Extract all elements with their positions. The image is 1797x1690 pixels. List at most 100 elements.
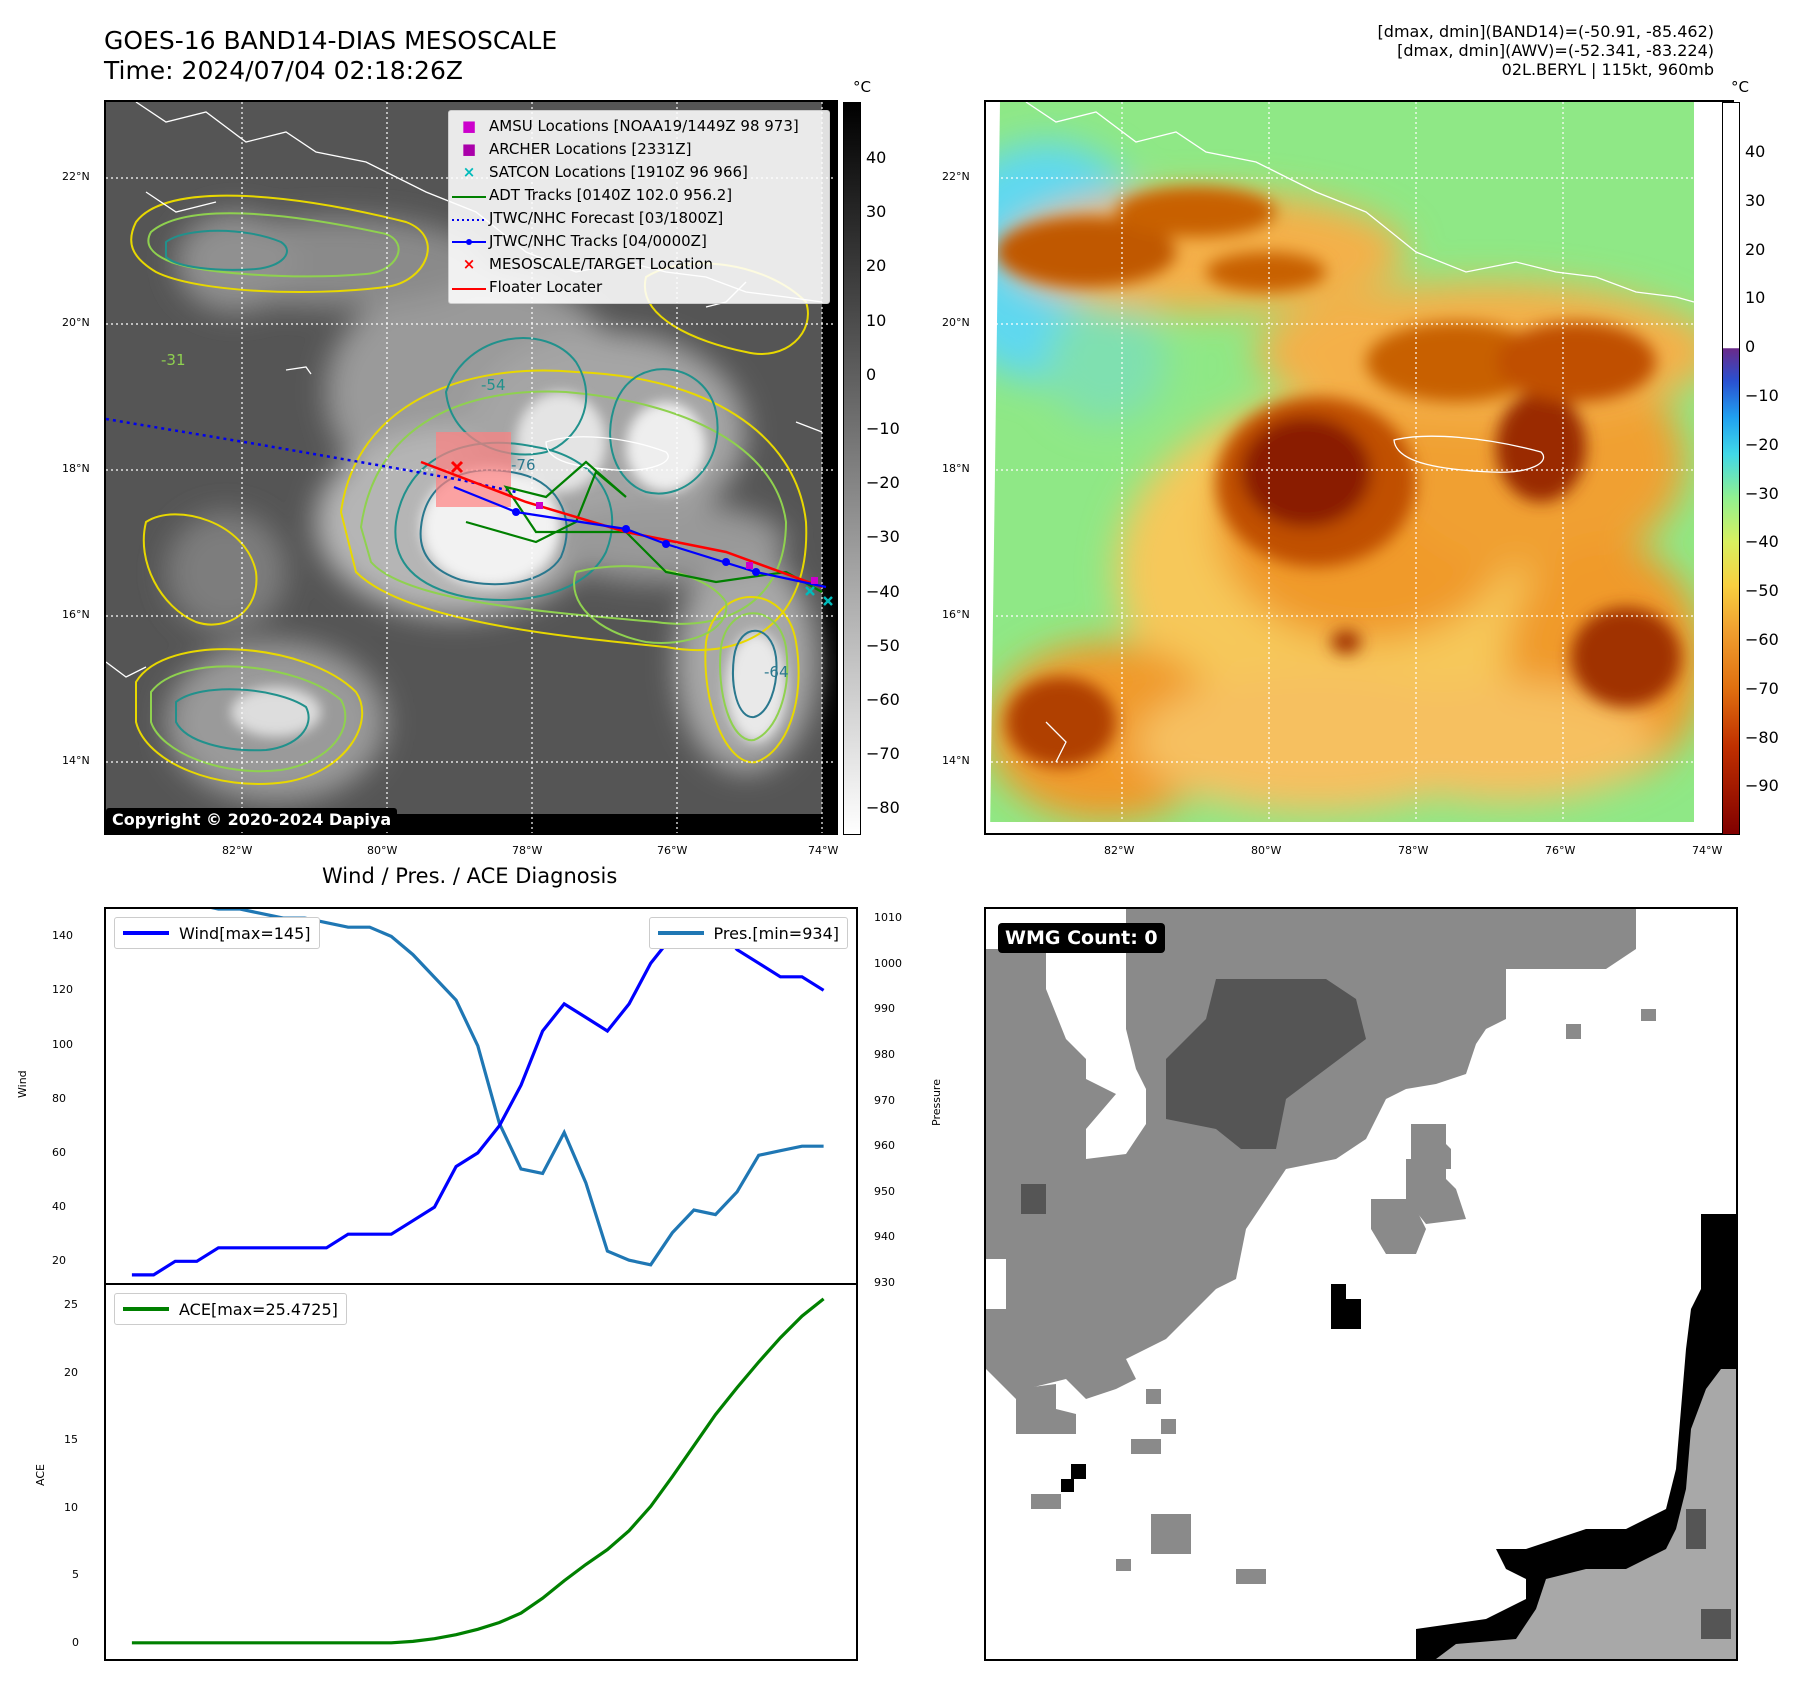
ace-tick-label-5: 25 bbox=[64, 1298, 78, 1312]
ace-series-line bbox=[131, 1297, 825, 1645]
right-colorbar-tick-1: 30 bbox=[1745, 190, 1766, 210]
diagnosis-title: Wind / Pres. / ACE Diagnosis bbox=[322, 864, 618, 888]
ace-tick-label-2: 10 bbox=[64, 1500, 78, 1514]
left-colorbar-unit: °C bbox=[853, 78, 871, 96]
ace-tick-label-3: 15 bbox=[64, 1433, 78, 1447]
legend-square-icon: ■ bbox=[461, 117, 477, 135]
ir-map-panel: -31 -54 -64 -76 ■ AMSU Locations [NOAA19/… bbox=[104, 100, 838, 835]
best-track-line bbox=[453, 485, 827, 589]
pres-tick-label-6: 990 bbox=[874, 1002, 895, 1016]
legend-x-icon: × bbox=[462, 163, 476, 181]
pres-axis-label: Pressure bbox=[930, 1079, 943, 1126]
left-colorbar-tick-9: −50 bbox=[866, 635, 900, 655]
left-lon-82: 82°W bbox=[222, 844, 253, 857]
legend-best-track-label: JTWC/NHC Tracks [04/0000Z] bbox=[489, 232, 707, 250]
left-colorbar-tick-1: 30 bbox=[866, 202, 887, 222]
left-colorbar bbox=[843, 102, 861, 835]
wmg-map-svg bbox=[986, 909, 1736, 1659]
right-colorbar-tick-4: 0 bbox=[1745, 337, 1756, 357]
legend-amsu-label: AMSU Locations [NOAA19/1449Z 98 973] bbox=[489, 117, 799, 135]
title-line-2: Time: 2024/07/04 02:18:26Z bbox=[104, 56, 463, 85]
satcon-points bbox=[805, 586, 833, 606]
storm-info: [dmax, dmin](BAND14)=(-50.91, -85.462) [… bbox=[1378, 22, 1714, 79]
wind-tick-label-2: 60 bbox=[52, 1145, 66, 1159]
copyright-badge: Copyright © 2020-2024 Dapiya bbox=[106, 808, 398, 831]
left-lat-14: 14°N bbox=[62, 754, 90, 767]
right-colorbar-tick-6: −20 bbox=[1745, 434, 1779, 454]
left-colorbar-tick-4: 0 bbox=[866, 364, 877, 384]
ace-legend: ACE[max=25.4725] bbox=[114, 1293, 347, 1325]
left-colorbar-tick-12: −80 bbox=[866, 798, 900, 818]
right-lat-18: 18°N bbox=[942, 462, 970, 475]
left-lon-78: 78°W bbox=[512, 844, 543, 857]
wind-tick-label-3: 80 bbox=[52, 1091, 66, 1105]
wind-legend-label: Wind[max=145] bbox=[179, 923, 311, 943]
wind-tick-label-5: 120 bbox=[52, 983, 73, 997]
pres-tick-label-4: 970 bbox=[874, 1093, 895, 1107]
pres-tick-label-8: 1010 bbox=[874, 911, 902, 925]
right-colorbar bbox=[1722, 102, 1740, 835]
legend-adt: ADT Tracks [0140Z 102.0 956.2] bbox=[449, 184, 829, 207]
wmg-count-badge: WMG Count: 0 bbox=[998, 923, 1165, 953]
ace-tick-label-1: 5 bbox=[72, 1568, 79, 1582]
info-storm-intensity: 02L.BERYL | 115kt, 960mb bbox=[1501, 60, 1714, 79]
left-colorbar-tick-8: −40 bbox=[866, 581, 900, 601]
awv-map-panel bbox=[984, 100, 1734, 835]
awv-map-svg bbox=[986, 102, 1732, 833]
right-colorbar-tick-2: 20 bbox=[1745, 239, 1766, 259]
pres-tick-label-1: 940 bbox=[874, 1230, 895, 1244]
left-lat-20: 20°N bbox=[62, 316, 90, 329]
adt-track-line bbox=[465, 460, 823, 593]
legend-satcon: × SATCON Locations [1910Z 96 966] bbox=[449, 161, 829, 184]
right-lon-76: 76°W bbox=[1545, 844, 1576, 857]
pres-legend-line-icon bbox=[657, 931, 704, 935]
pres-tick-label-0: 930 bbox=[874, 1276, 895, 1289]
legend-forecast-label: JTWC/NHC Forecast [03/1800Z] bbox=[489, 209, 724, 227]
wind-pres-panel: Wind[max=145] Pres.[min=934] bbox=[104, 907, 858, 1285]
pres-legend: Pres.[min=934] bbox=[648, 917, 848, 949]
left-colorbar-tick-3: 10 bbox=[866, 310, 887, 330]
legend-floater: Floater Locater bbox=[449, 276, 829, 299]
track-legend: ■ AMSU Locations [NOAA19/1449Z 98 973] ■ A… bbox=[448, 110, 830, 304]
left-colorbar-tick-11: −70 bbox=[866, 744, 900, 764]
legend-line-icon bbox=[449, 184, 489, 207]
right-colorbar-tick-5: −10 bbox=[1745, 386, 1779, 405]
wind-legend-line-icon bbox=[123, 931, 169, 935]
best-track-points bbox=[512, 508, 760, 576]
legend-forecast: JTWC/NHC Forecast [03/1800Z] bbox=[449, 207, 829, 230]
wmg-dark-regions bbox=[1021, 979, 1366, 1214]
legend-archer: ■ ARCHER Locations [2331Z] bbox=[449, 138, 829, 161]
right-colorbar-tick-9: −50 bbox=[1745, 581, 1779, 601]
legend-line-dot-icon bbox=[449, 230, 489, 253]
right-lon-74: 74°W bbox=[1692, 844, 1723, 857]
ace-legend-line-icon bbox=[123, 1307, 169, 1311]
wmg-gray-regions bbox=[986, 909, 1656, 1584]
info-band14-range: [dmax, dmin](BAND14)=(-50.91, -85.462) bbox=[1377, 22, 1714, 41]
legend-dotted-line-icon bbox=[449, 207, 489, 230]
right-colorbar-tick-13: −90 bbox=[1745, 776, 1779, 796]
left-lon-76: 76°W bbox=[657, 844, 688, 857]
legend-satcon-label: SATCON Locations [1910Z 96 966] bbox=[489, 163, 748, 181]
right-colorbar-tick-8: −40 bbox=[1745, 532, 1779, 552]
ace-legend-label: ACE[max=25.4725] bbox=[179, 1299, 338, 1319]
right-lon-82: 82°W bbox=[1104, 844, 1135, 857]
target-location-marker bbox=[450, 460, 464, 474]
ace-tick-label-4: 20 bbox=[64, 1365, 78, 1379]
awv-coastlines bbox=[1025, 102, 1695, 763]
ace-axis-label: ACE bbox=[34, 1464, 47, 1486]
pres-tick-label-3: 960 bbox=[874, 1139, 895, 1153]
wind-legend: Wind[max=145] bbox=[114, 917, 320, 949]
right-colorbar-tick-3: 10 bbox=[1745, 288, 1766, 308]
left-lon-80: 80°W bbox=[367, 844, 398, 857]
legend-adt-label: ADT Tracks [0140Z 102.0 956.2] bbox=[489, 186, 733, 204]
right-lat-20: 20°N bbox=[942, 316, 970, 329]
figure-title: GOES-16 BAND14-DIAS MESOSCALE Time: 2024… bbox=[104, 26, 557, 86]
legend-target: × MESOSCALE/TARGET Location bbox=[449, 253, 829, 276]
contour-label-31: -31 bbox=[161, 351, 186, 369]
pres-legend-label: Pres.[min=934] bbox=[713, 923, 839, 943]
wind-series-line bbox=[131, 921, 825, 1277]
legend-archer-label: ARCHER Locations [2331Z] bbox=[489, 140, 692, 158]
pres-series-line bbox=[210, 909, 824, 1267]
right-colorbar-tick-11: −70 bbox=[1745, 678, 1779, 698]
left-lat-16: 16°N bbox=[62, 608, 90, 621]
